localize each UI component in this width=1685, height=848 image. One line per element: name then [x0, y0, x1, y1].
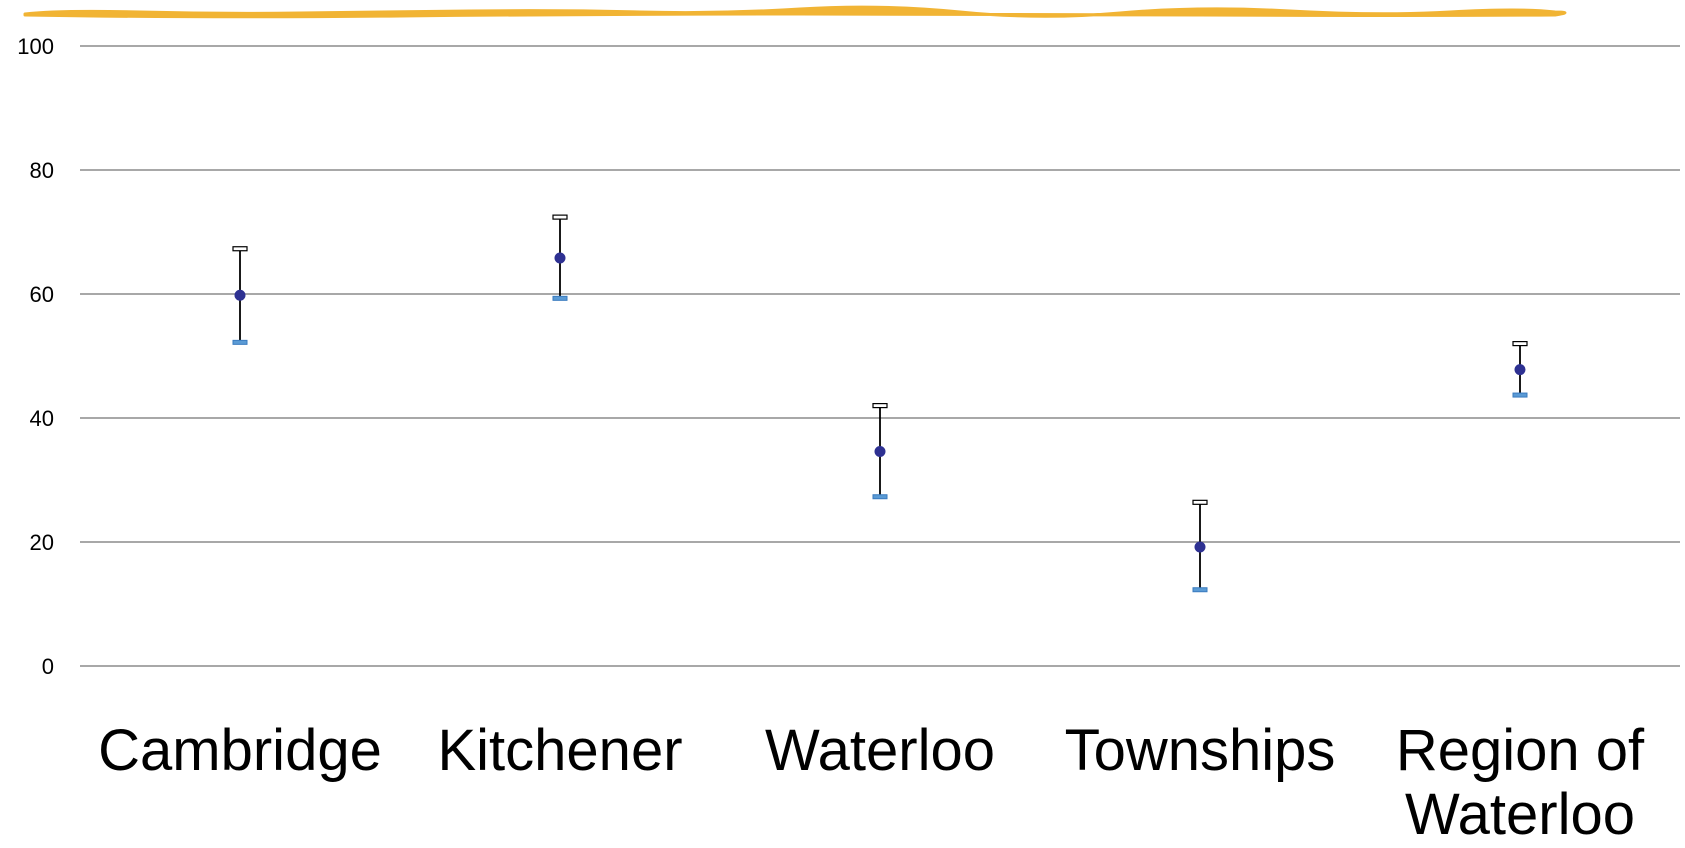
- gridlines: [80, 45, 1680, 667]
- x-category-label: Region of Waterloo: [1396, 718, 1645, 843]
- y-tick-label: 100: [17, 34, 54, 59]
- lower-cap: [232, 339, 248, 345]
- lower-cap: [1192, 587, 1208, 593]
- x-category-label: Townships: [1065, 718, 1336, 783]
- data-point: [234, 289, 246, 301]
- x-category-label: Waterloo: [765, 718, 995, 783]
- decorative-banner-stroke: [23, 5, 1567, 19]
- lower-cap: [1512, 392, 1528, 398]
- upper-cap: [872, 403, 888, 409]
- lower-cap: [872, 494, 888, 500]
- upper-cap: [232, 246, 248, 252]
- y-tick-label: 0: [42, 654, 54, 679]
- upper-cap: [552, 214, 568, 220]
- data-point: [1514, 364, 1526, 376]
- x-axis-category-labels: Cambridge Kitchener Waterloo Townships Regio…: [98, 718, 1645, 847]
- y-tick-label: 80: [30, 158, 54, 183]
- upper-cap: [1192, 499, 1208, 505]
- y-tick-label: 20: [30, 530, 54, 555]
- data-point: [1194, 541, 1206, 553]
- upper-cap: [1512, 341, 1528, 347]
- data-point: [874, 445, 886, 457]
- x-category-label: Cambridge: [98, 718, 382, 783]
- x-category-label: Kitchener: [437, 718, 682, 783]
- y-tick-label: 60: [30, 282, 54, 307]
- data-marks: [232, 214, 1528, 593]
- y-axis-tick-labels: 0 20 40 60 80 100: [17, 34, 54, 679]
- y-tick-label: 40: [30, 406, 54, 431]
- lower-cap: [552, 295, 568, 301]
- data-point: [554, 252, 566, 264]
